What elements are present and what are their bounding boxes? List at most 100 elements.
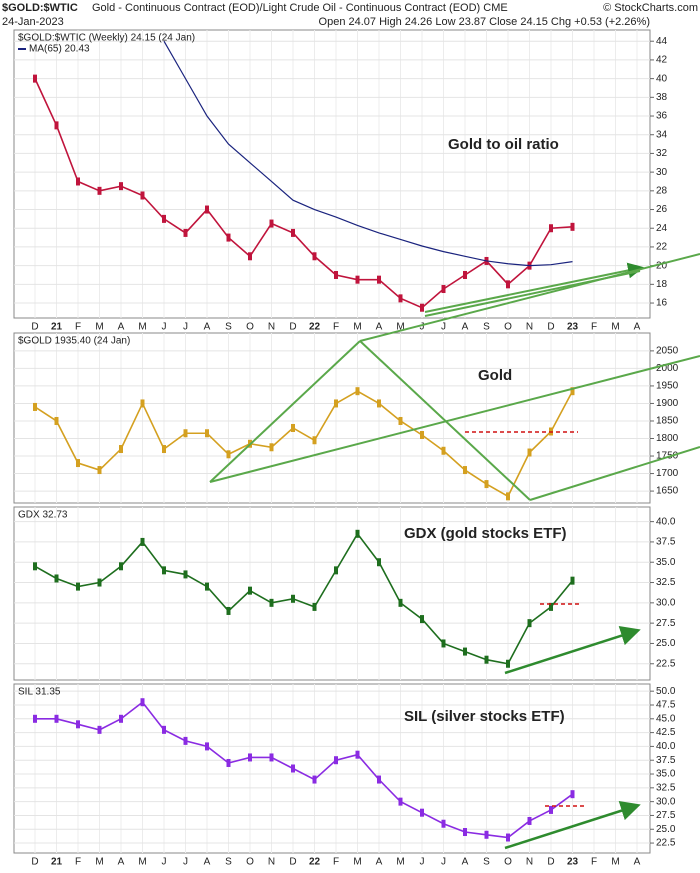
x-tick-label: D: [289, 322, 296, 333]
price-bar: [76, 177, 80, 186]
description: Gold - Continuous Contract (EOD)/Light C…: [92, 2, 508, 14]
y-tick-label: 36: [656, 111, 668, 122]
y-tick-label: 16: [656, 298, 668, 309]
price-bar: [506, 280, 510, 289]
price-line: [35, 701, 573, 839]
x-tick-label: O: [504, 322, 512, 333]
x-tick-label: M: [95, 322, 103, 333]
price-bar: [484, 830, 489, 839]
panel: [13, 683, 651, 854]
price-bar: [377, 399, 381, 408]
price-bar: [291, 764, 295, 773]
symbol: $GOLD:$WTIC: [2, 2, 78, 14]
price-bar: [291, 228, 295, 237]
price-bar: [527, 619, 532, 628]
x-tick-label: J: [162, 857, 167, 868]
price-bar: [463, 466, 467, 475]
y-tick-label: 35.0: [656, 769, 676, 780]
x-tick-label: M: [611, 857, 619, 868]
x-tick-label: F: [591, 322, 597, 333]
price-bar: [226, 233, 231, 242]
price-bar: [248, 252, 252, 261]
panel: [13, 332, 651, 504]
panel-label: $GOLD 1935.40 (24 Jan): [18, 336, 130, 347]
price-bar: [549, 224, 553, 233]
x-tick-label: A: [118, 857, 125, 868]
panel: [13, 506, 651, 681]
price-bar: [33, 714, 37, 723]
x-tick-label: M: [353, 322, 361, 333]
price-bar: [312, 252, 317, 261]
y-tick-label: 1700: [656, 468, 679, 479]
x-tick-label: F: [333, 322, 339, 333]
price-bar: [205, 429, 209, 438]
y-tick-label: 25.0: [656, 824, 676, 835]
price-bar: [54, 121, 59, 130]
price-bar: [162, 445, 166, 454]
channel-line: [209, 340, 361, 483]
x-tick-label: 21: [51, 857, 63, 868]
y-tick-label: 30: [656, 167, 668, 178]
annotation: Gold to oil ratio: [448, 136, 559, 153]
price-bar: [312, 602, 317, 611]
x-tick-label: 23: [567, 857, 579, 868]
price-bar: [162, 725, 166, 734]
price-bar: [312, 436, 317, 445]
x-tick-label: A: [462, 322, 469, 333]
price-bar: [226, 758, 231, 767]
price-line: [34, 532, 574, 665]
moving-average: [163, 40, 573, 267]
y-tick-label: 22: [656, 242, 668, 253]
price-bar: [97, 578, 102, 587]
x-tick-label: D: [31, 857, 38, 868]
price-bar: [269, 443, 274, 452]
price-bar: [334, 756, 338, 765]
y-tick-label: 45.0: [656, 713, 676, 724]
x-tick-label: 22: [309, 322, 321, 333]
price-bar: [162, 566, 166, 575]
y-tick-label: 1950: [656, 381, 679, 392]
y-tick-label: 1900: [656, 398, 679, 409]
price-bar: [54, 714, 59, 723]
price-bar: [398, 598, 403, 607]
price-bar: [183, 736, 188, 745]
price-bar: [269, 219, 274, 228]
x-tick-label: A: [118, 322, 125, 333]
price-bar: [248, 753, 252, 762]
x-tick-label: D: [31, 322, 38, 333]
x-tick-label: M: [138, 322, 146, 333]
price-bar: [119, 182, 123, 191]
price-bar: [420, 615, 424, 624]
x-tick-label: A: [204, 322, 211, 333]
y-tick-label: 32.5: [656, 782, 676, 793]
x-tick-label: N: [526, 857, 533, 868]
price-bar: [355, 387, 360, 396]
price-bar: [527, 448, 532, 457]
y-tick-label: 34: [656, 129, 668, 140]
price-bar: [549, 602, 553, 611]
price-bar: [183, 429, 188, 438]
price-bar: [527, 816, 532, 825]
x-tick-label: M: [95, 857, 103, 868]
x-tick-label: S: [483, 322, 490, 333]
annotation: SIL (silver stocks ETF): [404, 708, 565, 725]
price-bar: [355, 750, 360, 759]
trend-arrow: [504, 626, 641, 675]
y-tick-label: 1650: [656, 486, 679, 497]
price-bar: [377, 775, 381, 784]
y-tick-label: 20: [656, 260, 668, 271]
price-bar: [420, 431, 424, 439]
price-bar: [463, 828, 467, 837]
y-tick-label: 22.5: [656, 838, 676, 849]
price-bar: [420, 808, 424, 817]
y-tick-label: 40.0: [656, 516, 676, 527]
y-tick-label: 47.5: [656, 700, 676, 711]
x-tick-label: J: [441, 857, 446, 868]
price-bar: [484, 480, 489, 489]
y-tick-label: 30.0: [656, 597, 676, 608]
x-tick-label: O: [246, 857, 254, 868]
x-tick-label: J: [183, 322, 188, 333]
price-bar: [33, 74, 37, 83]
price-bar: [570, 222, 575, 231]
